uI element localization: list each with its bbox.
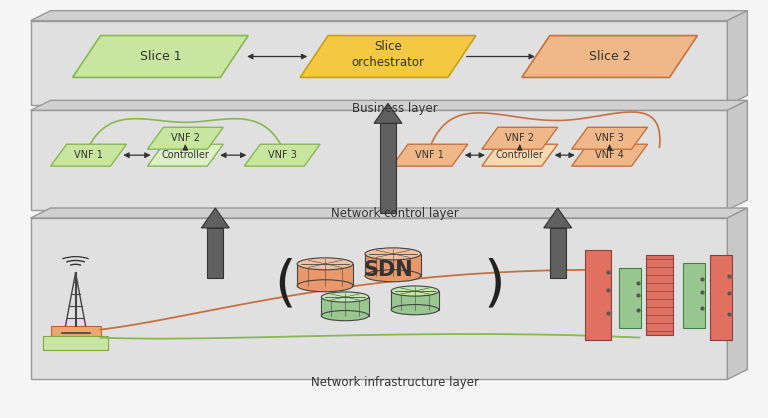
Polygon shape <box>31 208 747 218</box>
Polygon shape <box>51 144 127 166</box>
Text: Controller: Controller <box>496 150 544 160</box>
Polygon shape <box>727 208 747 380</box>
Polygon shape <box>544 208 571 228</box>
Polygon shape <box>31 110 727 210</box>
Polygon shape <box>201 208 230 228</box>
Polygon shape <box>31 20 727 105</box>
Ellipse shape <box>391 286 439 296</box>
Text: Business layer: Business layer <box>352 102 438 115</box>
Polygon shape <box>380 123 396 213</box>
Polygon shape <box>300 36 476 77</box>
Text: VNF 4: VNF 4 <box>595 150 624 160</box>
Polygon shape <box>584 250 611 339</box>
Polygon shape <box>365 254 421 276</box>
Polygon shape <box>42 336 108 349</box>
Polygon shape <box>684 263 706 328</box>
Ellipse shape <box>365 270 421 282</box>
Text: Network infrastructure layer: Network infrastructure layer <box>311 377 479 390</box>
Polygon shape <box>147 127 223 149</box>
Polygon shape <box>297 264 353 286</box>
Polygon shape <box>207 228 223 278</box>
Text: VNF 3: VNF 3 <box>595 133 624 143</box>
Polygon shape <box>727 100 747 210</box>
Text: VNF 2: VNF 2 <box>505 133 535 143</box>
Text: Network control layer: Network control layer <box>331 207 458 220</box>
Polygon shape <box>51 326 101 338</box>
Polygon shape <box>571 127 647 149</box>
Polygon shape <box>392 144 468 166</box>
Polygon shape <box>482 144 558 166</box>
Polygon shape <box>31 11 747 20</box>
Polygon shape <box>521 36 697 77</box>
Ellipse shape <box>321 311 369 321</box>
Text: (: ( <box>274 258 296 312</box>
Text: VNF 1: VNF 1 <box>74 150 103 160</box>
Polygon shape <box>374 103 402 123</box>
Text: SDN: SDN <box>363 260 413 280</box>
Text: Slice 2: Slice 2 <box>589 50 631 63</box>
Polygon shape <box>710 255 733 339</box>
Polygon shape <box>571 144 647 166</box>
Polygon shape <box>550 228 566 278</box>
Text: ): ) <box>484 258 505 312</box>
Text: VNF 3: VNF 3 <box>268 150 296 160</box>
Polygon shape <box>31 218 727 380</box>
Text: Slice
orchestrator: Slice orchestrator <box>352 40 425 69</box>
Text: VNF 1: VNF 1 <box>415 150 445 160</box>
Polygon shape <box>618 268 641 328</box>
Text: VNF 2: VNF 2 <box>170 133 200 143</box>
Text: Controller: Controller <box>161 150 210 160</box>
Polygon shape <box>321 297 369 316</box>
Ellipse shape <box>321 292 369 302</box>
Polygon shape <box>31 100 747 110</box>
Polygon shape <box>147 144 223 166</box>
Polygon shape <box>72 36 248 77</box>
Polygon shape <box>727 11 747 105</box>
Polygon shape <box>244 144 320 166</box>
Ellipse shape <box>297 258 353 270</box>
Polygon shape <box>391 291 439 310</box>
Ellipse shape <box>297 280 353 292</box>
Text: Slice 1: Slice 1 <box>140 50 181 63</box>
Ellipse shape <box>391 305 439 315</box>
Polygon shape <box>646 255 674 334</box>
Ellipse shape <box>365 248 421 260</box>
Polygon shape <box>482 127 558 149</box>
